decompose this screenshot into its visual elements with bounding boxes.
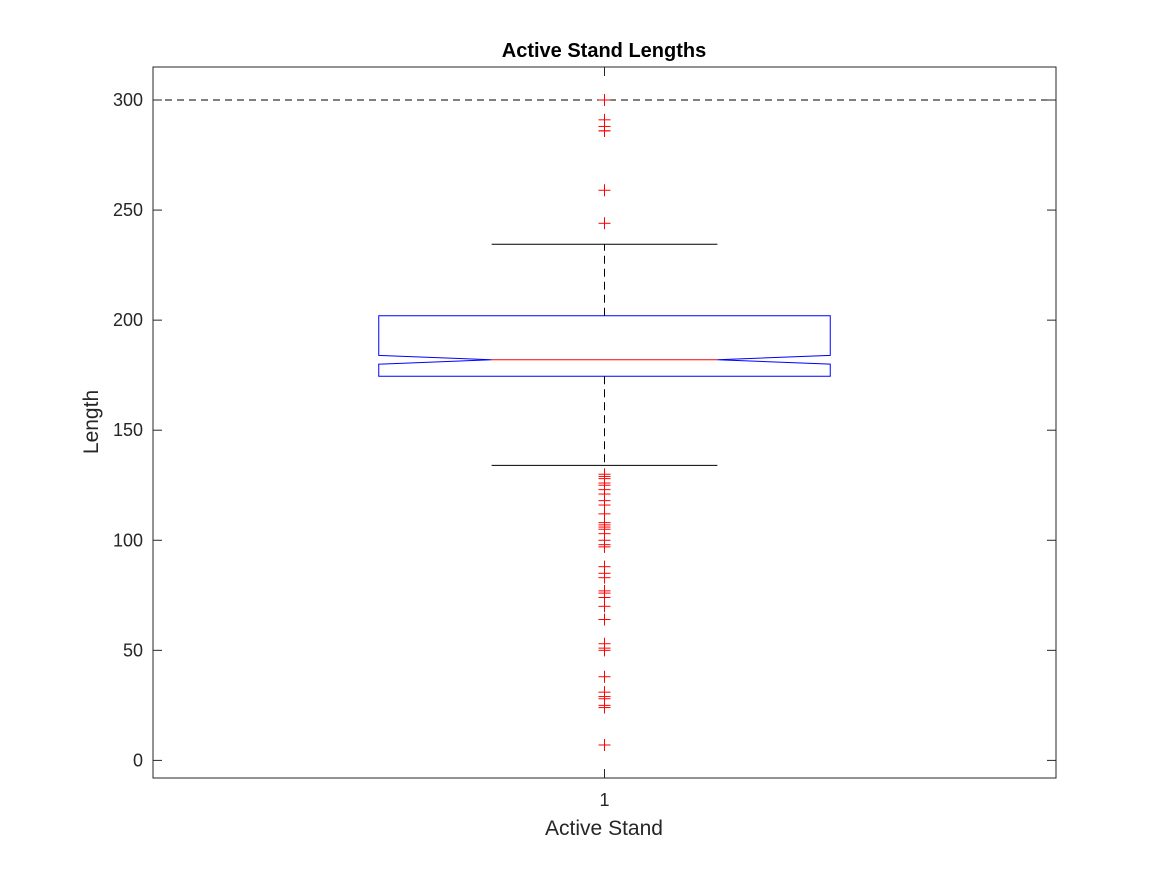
- outlier-point: [598, 217, 611, 230]
- y-tick-label: 200: [113, 310, 143, 330]
- y-tick-label: 50: [123, 640, 143, 660]
- outlier-point: [598, 738, 611, 751]
- outlier-point: [598, 613, 611, 626]
- y-tick-label: 150: [113, 420, 143, 440]
- y-tick-label: 250: [113, 200, 143, 220]
- outlier-point: [598, 600, 611, 613]
- outlier-point: [598, 184, 611, 197]
- y-tick-label: 0: [133, 750, 143, 770]
- outlier-point: [598, 670, 611, 683]
- outlier-point: [598, 94, 611, 107]
- y-tick-label: 100: [113, 530, 143, 550]
- x-tick-label: 1: [599, 790, 609, 810]
- y-axis-ticks: 0 50 100 150 200 250 300: [113, 90, 1056, 770]
- x-axis-label: Active Stand: [545, 817, 663, 840]
- y-tick-label: 300: [113, 90, 143, 110]
- outlier-point: [598, 124, 611, 137]
- outlier-point: [598, 571, 611, 584]
- y-axis-label: Length: [80, 390, 103, 454]
- outliers-group: [598, 94, 611, 751]
- outlier-point: [598, 701, 611, 714]
- notched-box: [378, 315, 831, 377]
- outlier-point: [598, 540, 611, 553]
- outlier-point: [598, 644, 611, 657]
- chart-title: Active Stand Lengths: [502, 40, 706, 62]
- box-group: [378, 243, 831, 466]
- x-axis-ticks: 1: [599, 67, 610, 810]
